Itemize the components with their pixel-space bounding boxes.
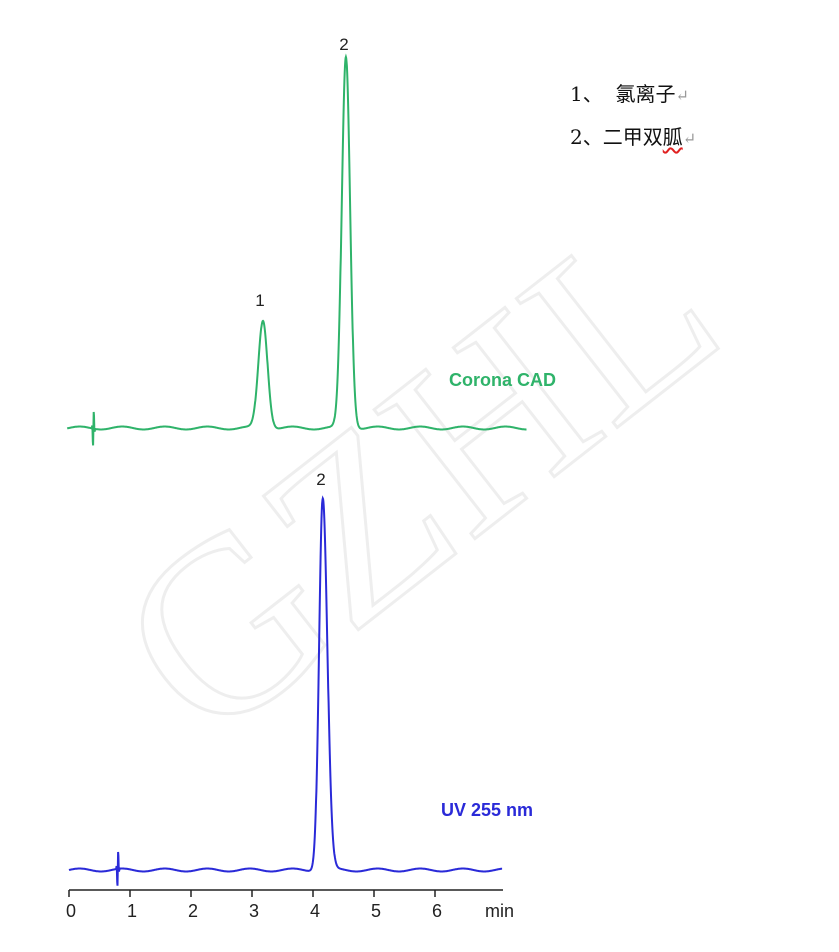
- x-tick-label: 3: [249, 901, 259, 921]
- uv-peak-label-2: 2: [316, 470, 325, 489]
- x-axis-label: min: [485, 901, 514, 921]
- x-tick-label: 4: [310, 901, 320, 921]
- cad-series-title: Corona CAD: [449, 370, 556, 390]
- x-axis: 0 1 2 3 4 5 6: [66, 889, 503, 921]
- legend-num: 1、: [570, 82, 603, 106]
- spellcheck-underline: 胍: [662, 125, 683, 149]
- legend-name: 二甲双胍: [602, 125, 683, 149]
- cad-trace-line: [66, 53, 527, 446]
- uv-series-title: UV 255 nm: [441, 800, 533, 820]
- legend-item-2: 2、二甲双胍↵: [570, 121, 696, 150]
- uv-trace-line: [68, 495, 503, 886]
- cad-peak-label-2: 2: [339, 35, 348, 54]
- x-tick-label: 5: [371, 901, 381, 921]
- cad-peak-label-1: 1: [255, 291, 264, 310]
- return-mark-icon: ↵: [682, 129, 697, 148]
- return-mark-icon: ↵: [675, 86, 689, 105]
- legend-item-1: 1、 氯离子↵: [570, 78, 689, 107]
- x-tick-label: 0: [66, 901, 76, 921]
- x-tick-label: 2: [188, 901, 198, 921]
- legend-name: 氯离子: [615, 82, 676, 106]
- x-tick-label: 6: [432, 901, 442, 921]
- legend-num: 2、: [570, 125, 603, 149]
- watermark: GZHL: [70, 163, 766, 792]
- x-tick-label: 1: [127, 901, 137, 921]
